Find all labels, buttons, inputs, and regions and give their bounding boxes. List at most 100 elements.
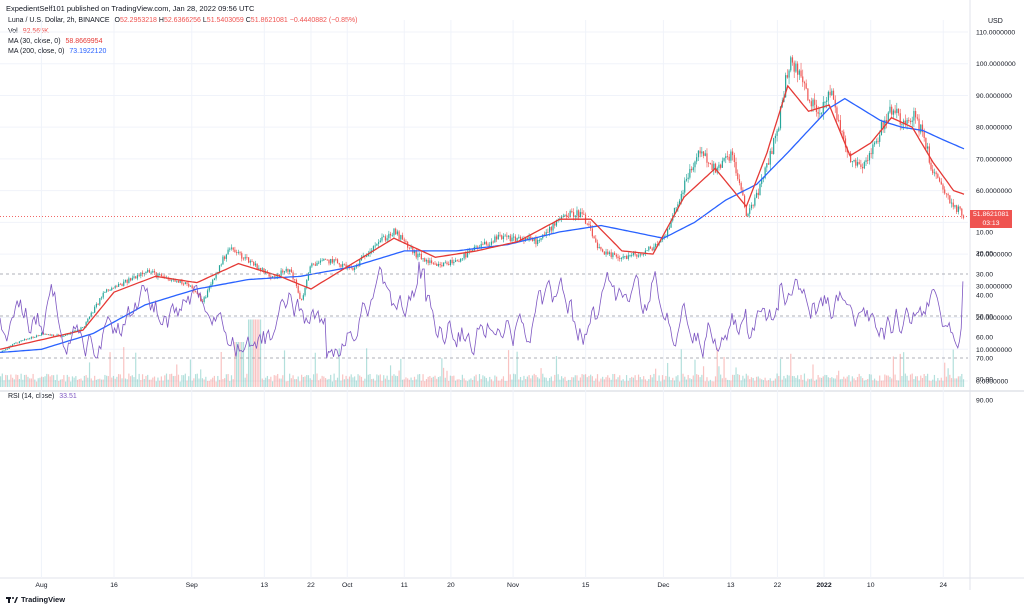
- volume-bar: [769, 378, 771, 387]
- volume-bar: [928, 380, 930, 387]
- candle-body: [875, 141, 877, 143]
- volume-bar: [280, 378, 282, 387]
- volume-bar: [492, 381, 494, 387]
- ohlc-c-label: C: [245, 17, 251, 24]
- volume-bar: [668, 376, 670, 387]
- volume-bar: [212, 377, 214, 387]
- candle-body: [371, 250, 373, 252]
- candle-body: [873, 142, 876, 145]
- volume-bar: [285, 381, 287, 387]
- candle-body: [803, 82, 806, 84]
- legend-symbol-row: Luna / U.S. Dollar, 2h, BINANCE O52.2953…: [8, 17, 357, 24]
- volume-bar: [620, 380, 623, 387]
- candle-body: [932, 169, 934, 174]
- volume-bar: [458, 379, 460, 387]
- candle-body: [721, 160, 723, 168]
- volume-bar: [814, 380, 816, 387]
- volume-bar: [135, 352, 137, 387]
- volume-bar: [10, 374, 12, 387]
- volume-bar: [525, 378, 527, 387]
- volume-bar: [653, 373, 655, 387]
- candle-body: [785, 75, 787, 98]
- footer-brand[interactable]: TradingView: [6, 595, 65, 604]
- candle-body: [229, 248, 231, 250]
- volume-bar: [947, 368, 949, 387]
- volume-bar: [940, 377, 942, 387]
- volume-bar: [706, 377, 708, 387]
- volume-bar: [802, 379, 804, 387]
- candle-body: [889, 106, 891, 113]
- legend-ma30-row[interactable]: MA (30, close, 0) 58.8669954: [8, 38, 102, 45]
- volume-bar: [215, 381, 217, 387]
- candle-body: [574, 215, 576, 217]
- volume-bar: [752, 377, 754, 387]
- candle-body: [569, 211, 571, 218]
- volume-bar: [598, 381, 600, 387]
- candle-body: [102, 292, 104, 298]
- volume-bar: [384, 378, 387, 387]
- volume-bar: [366, 348, 368, 387]
- candle-body: [141, 272, 144, 275]
- volume-bar: [665, 375, 667, 387]
- volume-bar: [364, 378, 366, 387]
- candle-body: [915, 111, 917, 118]
- candle-body: [690, 168, 693, 171]
- candle-body: [400, 235, 402, 240]
- legend-rsi-row[interactable]: RSI (14, close) 33.51: [8, 393, 77, 400]
- currency-label: USD: [988, 18, 1003, 25]
- volume-bar: [904, 373, 906, 387]
- candle-body: [778, 128, 780, 131]
- volume-bar: [735, 367, 737, 387]
- candle-body: [87, 318, 89, 323]
- candle-body: [533, 237, 535, 241]
- candle-body: [99, 298, 101, 305]
- volume-bar: [357, 374, 359, 387]
- volume-bar: [150, 379, 152, 387]
- volume-bar: [265, 377, 267, 387]
- candle-body: [838, 119, 840, 121]
- volume-bar: [299, 381, 301, 387]
- candle-body: [95, 303, 97, 307]
- volume-bar: [232, 379, 234, 387]
- volume-bar: [389, 365, 392, 387]
- volume-bar: [116, 376, 118, 387]
- legend-ma200-row[interactable]: MA (200, close, 0) 73.1922120: [8, 48, 106, 55]
- candle-body: [639, 254, 641, 256]
- candle-body: [675, 207, 677, 209]
- volume-bar: [203, 379, 205, 387]
- candle-body: [160, 274, 162, 277]
- volume-bar: [331, 381, 334, 387]
- candle-body: [933, 172, 936, 174]
- candle-body: [342, 263, 344, 267]
- candle-body: [109, 290, 111, 291]
- price-axis-label: 20.0000000: [976, 315, 1012, 322]
- candle-body: [169, 279, 171, 281]
- volume-bar: [424, 381, 426, 387]
- candle-body: [656, 244, 658, 245]
- time-axis-label: Nov: [507, 582, 520, 589]
- candle-body: [135, 276, 137, 279]
- candle-body: [930, 162, 932, 170]
- candle-body: [897, 108, 900, 114]
- volume-bar: [670, 380, 672, 387]
- candle-body: [923, 131, 925, 138]
- candle-body: [242, 258, 245, 260]
- candle-body: [771, 151, 773, 155]
- volume-bar: [774, 378, 776, 387]
- candle-body: [119, 283, 121, 285]
- volume-bar: [549, 378, 551, 387]
- candle-body: [495, 236, 498, 240]
- candle-body: [367, 253, 369, 257]
- symbol-label[interactable]: Luna / U.S. Dollar, 2h, BINANCE: [8, 17, 110, 24]
- candle-body: [83, 326, 86, 328]
- volume-bar: [323, 376, 325, 387]
- volume-bar: [908, 380, 910, 387]
- volume-bar: [461, 374, 463, 387]
- volume-bar: [660, 381, 662, 387]
- candle-body: [391, 235, 393, 237]
- volume-bar: [217, 375, 219, 387]
- candle-body: [389, 233, 392, 236]
- volume-bar: [301, 374, 303, 387]
- candle-body: [598, 247, 600, 249]
